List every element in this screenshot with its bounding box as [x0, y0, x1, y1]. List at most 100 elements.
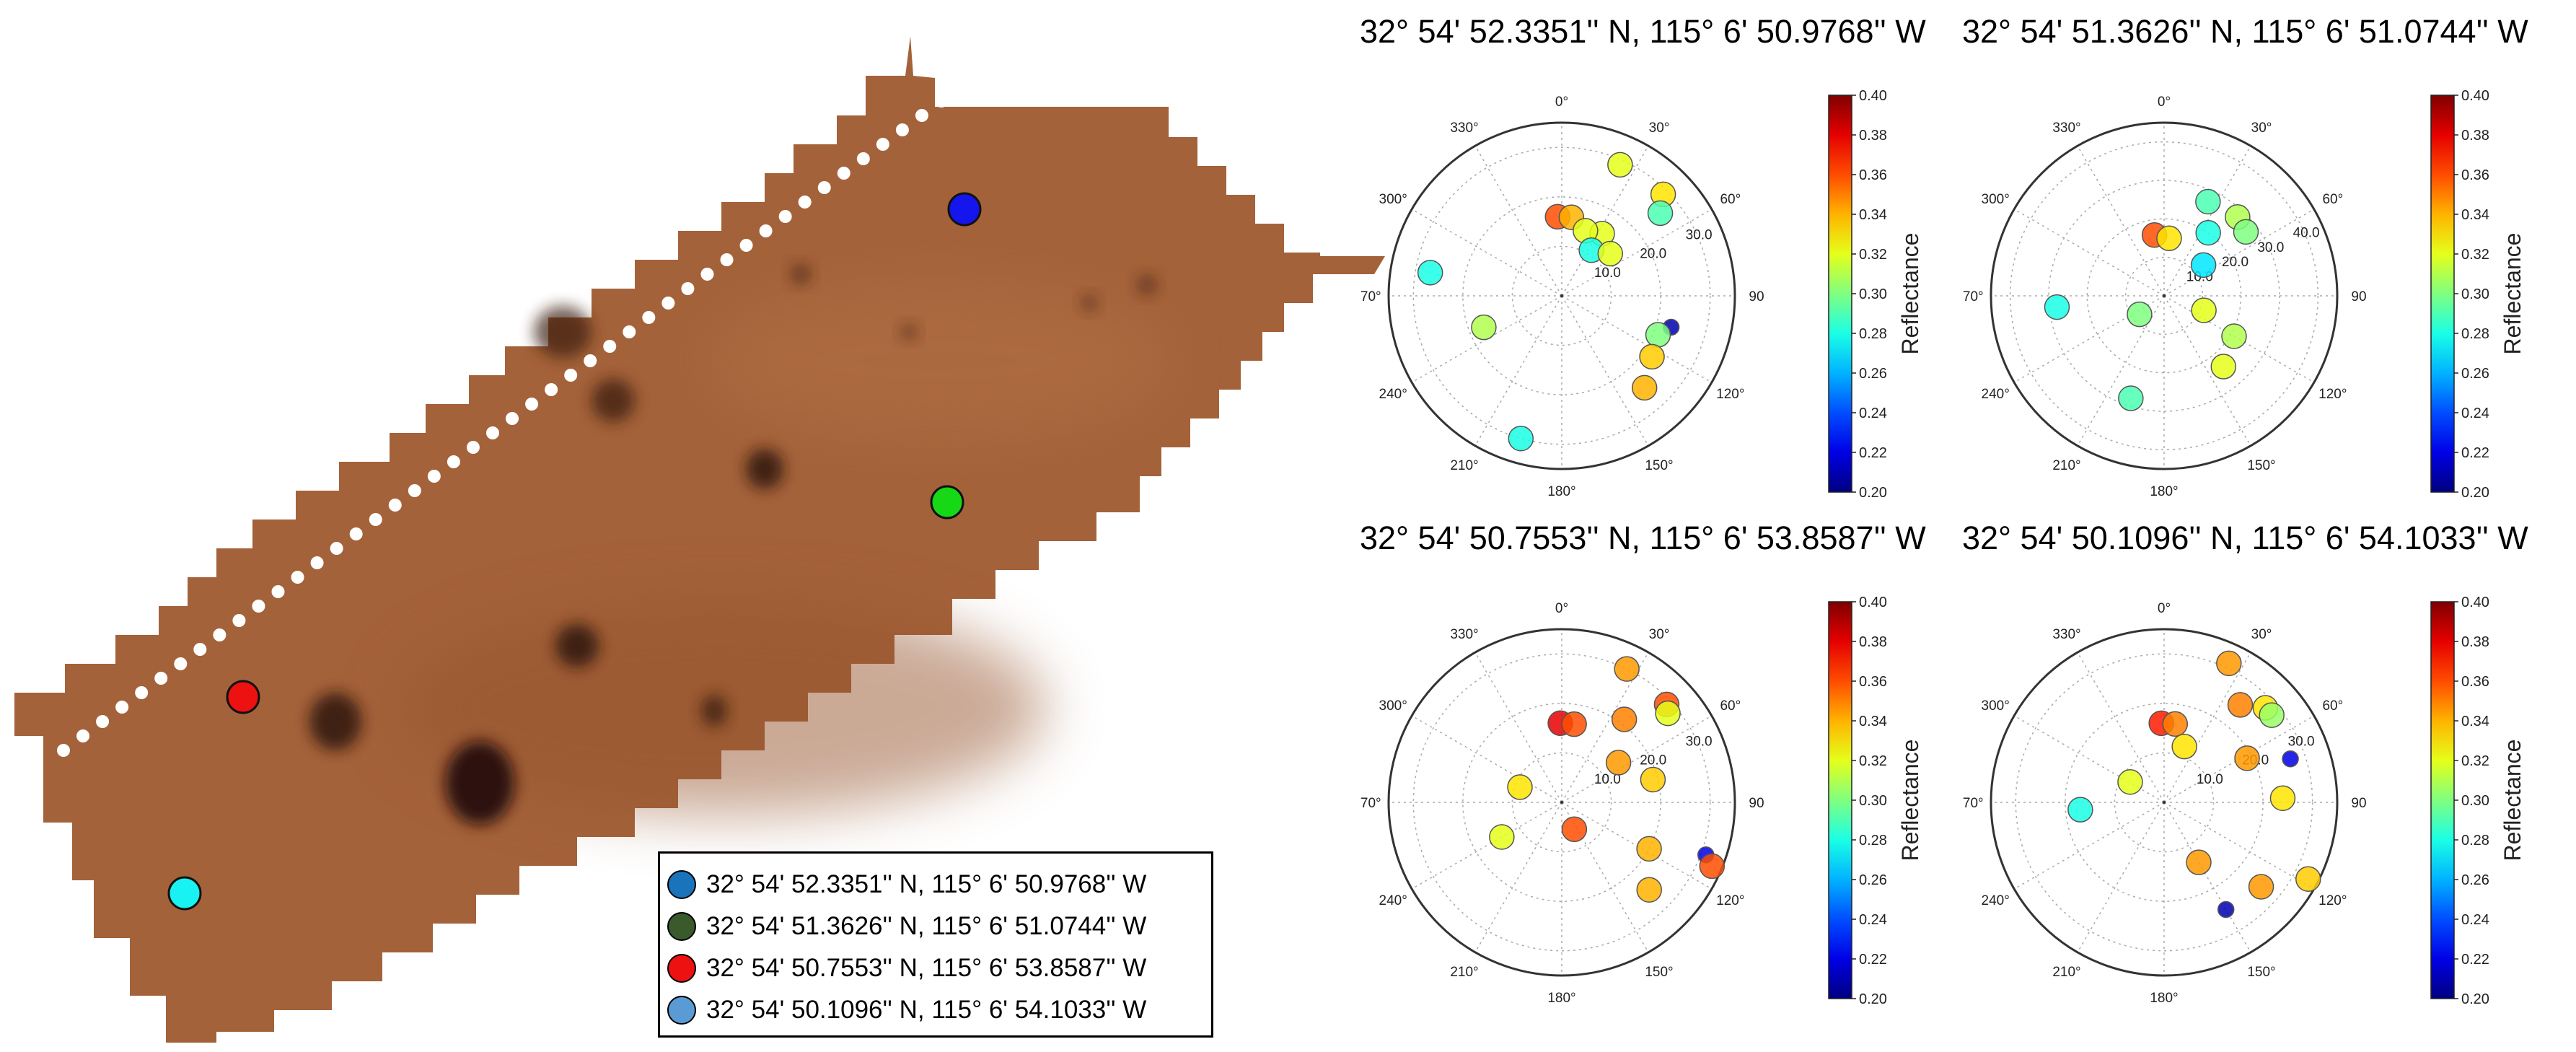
polar-grid-ring [1511, 245, 1612, 346]
angle-tick-label: 180° [1547, 484, 1575, 499]
colorbar-tick-label: 0.36 [2461, 167, 2489, 183]
colorbar-tick-label: 0.22 [1859, 445, 1887, 461]
colorbar-tick-label: 0.22 [2461, 445, 2489, 461]
colorbar-tick-label: 0.28 [2461, 326, 2489, 342]
polar-panel-1: 32° 54' 52.3351'' N, 115° 6' 50.9768'' W… [1360, 13, 1937, 504]
legend-entry: 32° 54' 50.1096'' N, 115° 6' 54.1033'' W [667, 989, 1211, 1031]
data-point [1508, 425, 1534, 452]
angle-tick-label: 300° [1379, 698, 1407, 714]
data-point [2234, 745, 2260, 771]
data-point [2216, 650, 2242, 677]
data-point [1489, 824, 1515, 850]
scan-line-dots [57, 95, 948, 757]
scan-dot [700, 268, 714, 281]
polar-grid-spoke [2163, 802, 2315, 890]
marker-blue [947, 192, 982, 227]
colorbar-label: Reflectance [1897, 233, 1923, 355]
angle-tick-label: 120° [1716, 387, 1744, 402]
polar-grid-ring [2015, 653, 2313, 952]
polar-panel-4: 32° 54' 50.1096'' N, 115° 6' 54.1033'' W… [1962, 520, 2539, 1010]
data-point [2195, 219, 2221, 246]
radial-tick-label: 30.0 [1686, 227, 1713, 242]
angle-tick-label: 240° [1379, 893, 1407, 908]
scan-dot [837, 167, 850, 180]
data-point [2269, 785, 2296, 812]
legend-label: 32° 54' 52.3351'' N, 115° 6' 50.9768'' W [706, 870, 1147, 898]
data-point [1636, 836, 1662, 862]
angle-tick-label: 60° [1720, 698, 1741, 714]
colorbar-tick-label: 0.34 [1859, 207, 1887, 223]
scan-dot [369, 513, 382, 526]
scan-dot [76, 729, 90, 742]
data-point [2227, 692, 2254, 718]
colorbar-tick-label: 0.24 [2461, 912, 2489, 928]
scan-dot [310, 556, 324, 569]
colorbar-tick-label: 0.32 [1859, 753, 1887, 769]
scan-dot [623, 325, 636, 338]
colorbar-tick-label: 0.30 [1859, 286, 1887, 302]
data-point [1561, 816, 1588, 843]
scan-dot [135, 686, 149, 699]
scan-dot [174, 657, 188, 670]
colorbar-tick-label: 0.22 [1859, 952, 1887, 968]
angle-tick-label: 330° [1450, 120, 1478, 136]
data-point [1507, 774, 1533, 800]
colorbar-tick-label: 0.36 [2461, 674, 2489, 690]
polar-chart: 0° 30° 60° 90 120° 150° 180° 210° 240° 270° 300° 33… [1962, 88, 2526, 501]
radial-tick-label: 10.0 [1594, 772, 1621, 787]
scan-dot [915, 109, 928, 122]
data-point [2171, 733, 2197, 760]
angle-tick-label: 90 [1749, 289, 1764, 304]
data-point [1417, 260, 1443, 286]
data-point [1631, 374, 1658, 401]
marker-red [226, 680, 260, 714]
colorbar-tick-label: 0.40 [1859, 88, 1887, 104]
scan-dot [778, 210, 792, 223]
data-point [2259, 702, 2285, 728]
angle-tick-label: 120° [1716, 893, 1744, 908]
colorbar [2430, 601, 2455, 999]
radial-tick-label: 20.0 [1640, 247, 1666, 262]
data-point [2217, 900, 2235, 919]
data-point [2248, 874, 2274, 900]
angle-tick-label: 30° [1649, 120, 1670, 136]
angle-tick-label: 0° [2158, 601, 2171, 616]
scan-dot [642, 311, 656, 324]
data-point [2195, 188, 2221, 215]
colorbar-tick-label: 0.32 [1859, 247, 1887, 263]
colorbar-tick-label: 0.40 [2461, 88, 2489, 104]
data-point [1655, 700, 1681, 727]
data-point [2067, 797, 2093, 823]
colorbar-tick-label: 0.20 [1859, 991, 1887, 1007]
scan-dot [193, 643, 207, 656]
angle-tick-label: 0° [2158, 95, 2171, 110]
data-point [1640, 766, 1666, 793]
radial-tick-label: 30.0 [2257, 240, 2284, 255]
colorbar [1828, 95, 1852, 493]
colorbar-tick-label: 0.26 [2461, 872, 2489, 888]
colorbar-tick-label: 0.30 [1859, 793, 1887, 809]
scan-dot [739, 239, 753, 252]
colorbar-tick-label: 0.24 [1859, 406, 1887, 421]
colorbar-tick-label: 0.20 [2461, 485, 2489, 501]
colorbar-tick-label: 0.34 [2461, 714, 2489, 729]
data-point [1611, 706, 1638, 732]
polar-grid-spoke [2013, 802, 2165, 890]
data-point [1699, 853, 1726, 880]
angle-tick-label: 270° [1360, 289, 1381, 304]
polar-grid-ring [1412, 146, 1711, 445]
scan-dot [895, 123, 909, 136]
scan-dot [232, 614, 246, 627]
radial-tick-label: 10.0 [1594, 266, 1621, 281]
angle-tick-label: 240° [1982, 387, 2010, 402]
legend-entry: 32° 54' 51.3626'' N, 115° 6' 51.0744'' W [667, 906, 1211, 947]
legend-swatch-blue [667, 870, 696, 899]
angle-tick-label: 240° [1982, 893, 2010, 908]
data-point [2162, 711, 2189, 737]
polar-grid-ring [1412, 653, 1711, 952]
map-shading [309, 264, 1169, 825]
polar-grid-spoke [2013, 209, 2165, 297]
scan-dot [856, 152, 870, 165]
scan-dot [564, 369, 578, 382]
polar-grid-ring [2009, 141, 2319, 451]
